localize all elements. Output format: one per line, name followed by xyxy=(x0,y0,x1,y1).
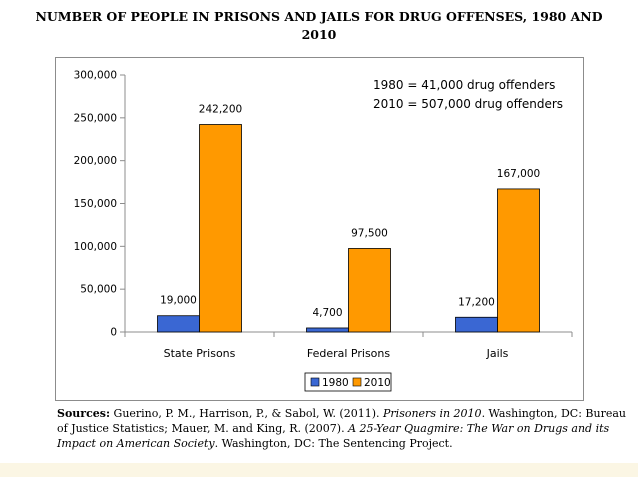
y-tick-label: 0 xyxy=(110,327,117,339)
chart-annotations: 1980 = 41,000 drug offenders 2010 = 507,0… xyxy=(373,78,563,111)
bar-2010-2 xyxy=(497,188,540,333)
source-title-2: A 25-Year Quagmire: The War on Drugs and… xyxy=(57,422,610,450)
chart-frame xyxy=(55,57,584,401)
data-label-1980-1: 4,700 xyxy=(312,307,342,319)
y-tick-label: 100,000 xyxy=(74,241,117,253)
chart-bars xyxy=(157,124,540,333)
y-tick-label: 300,000 xyxy=(74,70,117,82)
bar-1980-1 xyxy=(306,327,349,333)
legend-swatch-1980 xyxy=(310,377,320,387)
source-label: Sources: xyxy=(57,407,111,420)
source-text-1: Guerino, P. M., Harrison, P., & Sabol, W… xyxy=(110,407,384,420)
chart-legend: 1980 2010 xyxy=(304,372,392,392)
legend-swatch-2010 xyxy=(352,377,362,387)
x-tick-label: Jails xyxy=(486,347,509,360)
annotation-2: 2010 = 507,000 drug offenders xyxy=(373,97,563,111)
x-tick-label: State Prisons xyxy=(164,347,236,360)
source-text-3: . Washington, DC: The Sentencing Project… xyxy=(214,437,453,450)
bar-2010-1 xyxy=(348,248,391,333)
page-title: NUMBER OF PEOPLE IN PRISONS AND JAILS FO… xyxy=(0,8,638,44)
data-label-1980-2: 17,200 xyxy=(458,296,495,308)
legend-label-2010: 2010 xyxy=(364,377,391,389)
chart-labels: 19,000 242,200 4,700 97,500 17,200 167,000 xyxy=(160,104,540,319)
y-tick-label: 250,000 xyxy=(74,112,117,124)
legend-box xyxy=(304,372,392,392)
bar-chart: 0 50,000 100,000 150,000 200,000 250,000 300,0… xyxy=(55,57,584,401)
bottom-band xyxy=(0,463,638,477)
legend-label-1980: 1980 xyxy=(322,377,349,389)
annotation-1: 1980 = 41,000 drug offenders xyxy=(373,78,555,92)
y-tick-label: 50,000 xyxy=(80,284,117,296)
page-title-line-1: NUMBER OF PEOPLE IN PRISONS AND JAILS FO… xyxy=(35,9,603,24)
bar-1980-2 xyxy=(455,316,498,333)
source-text-2: . Washington, DC: Bureau of Justice Stat… xyxy=(57,407,626,435)
y-tick-label: 200,000 xyxy=(74,155,117,167)
bar-1980-0 xyxy=(157,315,200,333)
bar-2010-0 xyxy=(199,124,242,333)
data-label-2010-0: 242,200 xyxy=(199,104,242,116)
y-tick-label: 150,000 xyxy=(74,198,117,210)
data-label-2010-1: 97,500 xyxy=(351,227,388,239)
data-label-1980-0: 19,000 xyxy=(160,295,197,307)
page-title-line-2: 2010 xyxy=(301,27,337,42)
source-note: Sources: Guerino, P. M., Harrison, P., &… xyxy=(57,406,627,451)
data-label-2010-2: 167,000 xyxy=(497,168,540,180)
source-title-1: Prisoners in 2010 xyxy=(383,407,482,420)
x-tick-label: Federal Prisons xyxy=(307,347,391,360)
